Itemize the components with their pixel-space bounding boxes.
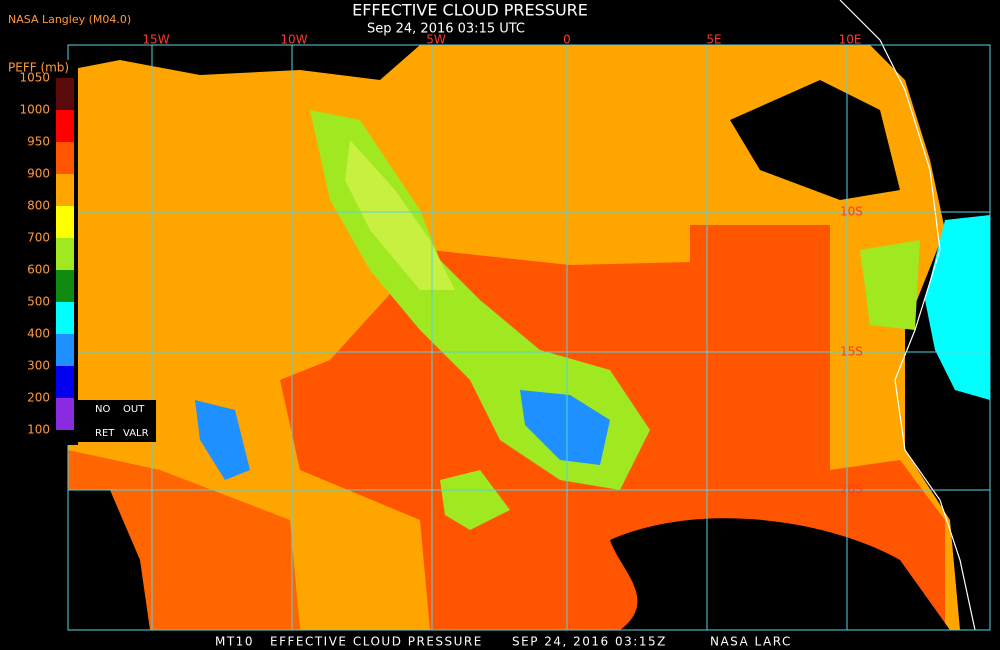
legend-swatch	[56, 398, 74, 430]
clear-area	[870, 45, 990, 630]
legend-tick-label: 300	[27, 359, 50, 373]
legend-swatch	[56, 174, 74, 206]
legend-tick-label: 400	[27, 327, 50, 341]
legend-tick-label: 600	[27, 263, 50, 277]
coastline	[839, 0, 976, 631]
satellite-image	[68, 0, 990, 631]
latitude-label: 15S	[840, 345, 863, 359]
latitude-label: 20S	[840, 483, 863, 497]
cloud-field	[195, 400, 250, 480]
longitude-label: 5W	[426, 33, 446, 47]
legend-swatch	[56, 110, 74, 142]
graticule	[67, 44, 991, 631]
no-retrieval-label: OUT	[123, 404, 145, 415]
title: EFFECTIVE CLOUD PRESSURE	[352, 1, 588, 20]
legend-swatch	[56, 302, 74, 334]
no-retrieval-label: VALR	[123, 428, 149, 439]
legend-swatch	[56, 270, 74, 302]
legend-tick-label: 100	[27, 423, 50, 437]
footer-text: MT10	[215, 635, 254, 649]
color-legend: 1050 1000 950 900 800 700 600 500 400 300 200 100	[19, 71, 74, 437]
cloud-field	[860, 240, 920, 330]
legend-title: PEFF (mb)	[8, 61, 69, 75]
longitude-label: 15W	[142, 33, 169, 47]
legend-swatch	[56, 78, 74, 110]
cloud-field	[520, 390, 610, 465]
no-retrieval-label: RET	[95, 428, 115, 439]
cloud-field	[320, 500, 380, 600]
legend-swatch	[56, 142, 74, 174]
legend-tick-label: 800	[27, 199, 50, 213]
legend-tick-label: 1000	[19, 103, 50, 117]
footer-text: NASA LARC	[710, 635, 792, 649]
longitude-label: 5E	[706, 33, 721, 47]
legend-tick-label: 700	[27, 231, 50, 245]
no-retrieval-box	[78, 400, 156, 442]
clear-area	[68, 45, 420, 80]
legend-tick-label: 900	[27, 167, 50, 181]
legend-swatch	[56, 238, 74, 270]
footer-text: SEP 24, 2016 03:15Z	[512, 635, 667, 649]
footer-text: EFFECTIVE CLOUD PRESSURE	[270, 635, 483, 649]
legend-tick-label: 500	[27, 295, 50, 309]
latitude-label: 10S	[840, 205, 863, 219]
cloud-field	[925, 215, 990, 400]
legend-swatch	[56, 206, 74, 238]
clear-area	[610, 518, 950, 630]
cloud-field	[345, 140, 455, 290]
subtitle: Sep 24, 2016 03:15 UTC	[367, 22, 525, 37]
legend-tick-label: 200	[27, 391, 50, 405]
longitude-label: 0	[563, 33, 571, 47]
clear-area	[68, 490, 150, 630]
legend-swatch	[56, 366, 74, 398]
clear-area	[730, 80, 900, 200]
legend-swatch	[56, 334, 74, 366]
source: NASA Langley (M04.0)	[8, 13, 131, 26]
cloud-field	[440, 470, 510, 530]
legend-tick-label: 950	[27, 135, 50, 149]
longitude-label: 10W	[280, 33, 307, 47]
no-retrieval-label: NO	[95, 404, 110, 415]
longitude-label: 10E	[839, 33, 862, 47]
legend-tick-label: 1050	[19, 71, 50, 85]
